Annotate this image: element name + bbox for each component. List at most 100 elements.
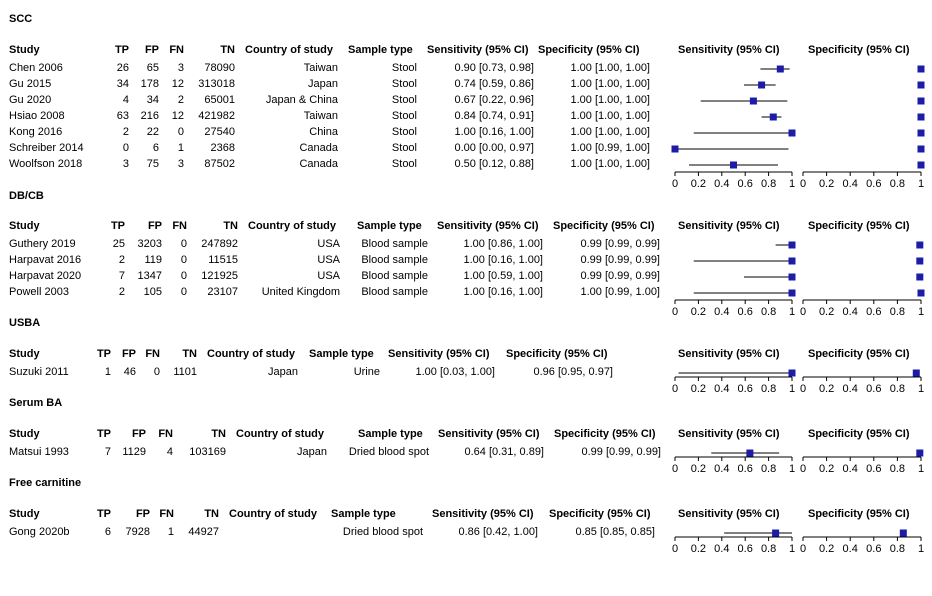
specificity-value: 1.00 [1.00, 1.00] [570,62,650,74]
plot-header-specificity: Specificity (95% CI) [808,44,910,56]
country-value: Japan [308,78,338,90]
sensitivity-tick-label: 1 [789,383,795,395]
column-header-sensitivity: Sensitivity (95% CI) [437,220,539,232]
fn-value: 12 [171,110,184,122]
specificity-point [917,289,925,297]
sensitivity-tick-label: 0.2 [691,463,706,475]
column-header-sensitivity: Sensitivity (95% CI) [432,508,534,520]
column-header-fp: FP [131,428,146,440]
sensitivity-tick-label: 0.8 [761,463,776,475]
specificity-tick-label: 0.4 [843,463,858,475]
study-name: Hsiao 2008 [9,110,65,122]
sample-type-value: Dried blood spot [348,446,429,458]
sensitivity-tick-label: 0.8 [761,306,776,318]
sensitivity-value: 1.00 [0.16, 1.00] [454,126,534,138]
study-name: Harpavat 2016 [9,254,82,266]
sensitivity-tick-label: 0.4 [714,306,729,318]
specificity-tick-label: 1 [918,383,924,395]
specificity-value: 1.00 [1.00, 1.00] [570,110,650,122]
specificity-point [916,241,924,249]
country-value: China [309,126,338,138]
column-header-fn: FN [159,508,174,520]
sensitivity-value: 1.00 [0.59, 1.00] [463,270,543,282]
specificity-value: 1.00 [1.00, 1.00] [570,126,650,138]
specificity-value: 0.99 [0.99, 0.99] [580,270,660,282]
fn-value: 1 [177,142,184,154]
specificity-point [917,129,925,137]
sensitivity-value: 0.84 [0.74, 0.91] [454,110,534,122]
country-value: Taiwan [303,62,338,74]
fn-value: 3 [177,62,184,74]
study-name: Gong 2020b [9,526,70,538]
tn-value: 103169 [189,446,226,458]
specificity-tick-label: 0.4 [843,543,858,555]
column-header-specificity: Specificity (95% CI) [538,44,640,56]
sensitivity-point [788,257,796,265]
column-header-sensitivity: Sensitivity (95% CI) [438,428,540,440]
specificity-tick-label: 0.2 [819,383,834,395]
sensitivity-point [788,369,796,377]
specificity-value: 0.85 [0.85, 0.85] [575,526,655,538]
specificity-tick-label: 0.8 [890,178,905,190]
tp-value: 26 [116,62,129,74]
study-name: Chen 2006 [9,62,63,74]
tn-value: 27540 [204,126,235,138]
sensitivity-point [758,81,766,89]
specificity-point [917,113,925,121]
tp-value: 0 [122,142,129,154]
column-header-fp: FP [135,508,150,520]
column-header-study: Study [9,508,40,520]
sensitivity-value: 1.00 [0.16, 1.00] [463,286,543,298]
specificity-tick-label: 0.2 [819,178,834,190]
column-header-study: Study [9,428,40,440]
sensitivity-tick-label: 0.6 [738,178,753,190]
sensitivity-value: 0.00 [0.00, 0.97] [454,142,534,154]
group-title: Serum BA [9,397,63,409]
specificity-tick-label: 0.6 [866,178,881,190]
fp-value: 3203 [137,238,162,250]
sensitivity-tick-label: 0 [672,463,678,475]
tn-value: 87502 [204,158,235,170]
country-value: Canada [299,158,338,170]
sensitivity-tick-label: 0.2 [691,543,706,555]
sample-type-value: Stool [391,62,417,74]
fn-value: 0 [180,254,187,266]
specificity-value: 1.00 [1.00, 1.00] [570,94,650,106]
column-header-fp: FP [121,348,136,360]
plot-header-sensitivity: Sensitivity (95% CI) [678,508,780,520]
sensitivity-tick-label: 0.6 [738,463,753,475]
sample-type-value: Blood sample [361,254,428,266]
sample-type-value: Urine [353,366,380,378]
tp-value: 34 [116,78,129,90]
fp-value: 22 [146,126,159,138]
study-name: Suzuki 2011 [9,366,69,378]
specificity-tick-label: 0.8 [890,383,905,395]
sample-type-value: Blood sample [361,238,428,250]
sensitivity-tick-label: 0.2 [691,178,706,190]
column-header-sample: Sample type [348,44,413,56]
sensitivity-tick-label: 1 [789,178,795,190]
sensitivity-value: 0.50 [0.12, 0.88] [454,158,534,170]
country-value: Japan [297,446,327,458]
sensitivity-tick-label: 0.6 [738,543,753,555]
column-header-study: Study [9,44,40,56]
column-header-tp: TP [110,220,125,232]
plot-header-sensitivity: Sensitivity (95% CI) [678,428,780,440]
plot-header-sensitivity: Sensitivity (95% CI) [678,220,780,232]
column-header-tp: TP [96,348,111,360]
tn-value: 44927 [188,526,219,538]
specificity-value: 0.99 [0.99, 0.99] [580,254,660,266]
sensitivity-value: 1.00 [0.16, 1.00] [463,254,543,266]
tp-value: 4 [122,94,129,106]
specificity-tick-label: 0.6 [866,383,881,395]
column-header-sample: Sample type [309,348,374,360]
sensitivity-tick-label: 0.2 [691,306,706,318]
country-value: Japan [268,366,298,378]
fp-value: 105 [143,286,162,298]
specificity-point [917,161,925,169]
fp-value: 119 [144,254,162,266]
sensitivity-tick-label: 0 [672,306,678,318]
study-name: Schreiber 2014 [9,142,84,154]
column-header-fn: FN [169,44,184,56]
